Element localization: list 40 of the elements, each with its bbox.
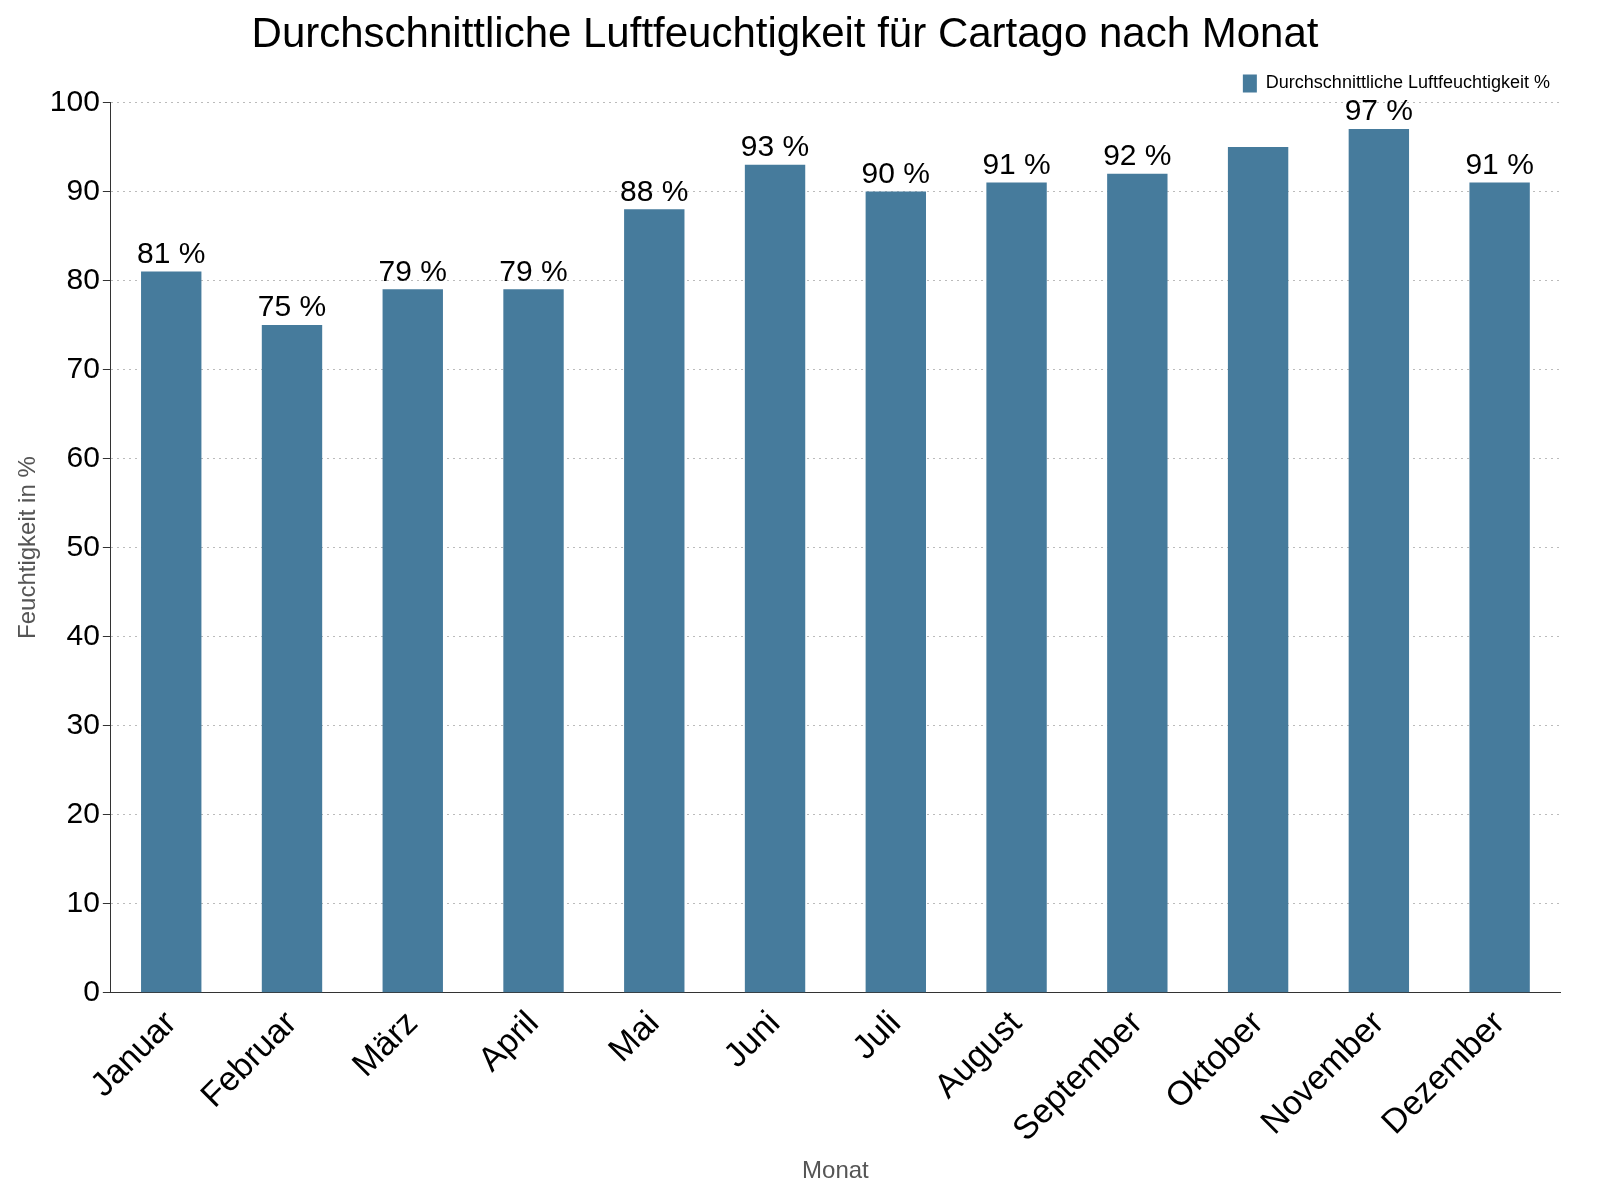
y-tick-label: 30 [66,706,100,740]
bar [1469,182,1530,993]
data-label: 92 % [1103,137,1172,171]
y-tick-label: 50 [66,528,100,562]
x-axis-title: Monat [802,1156,870,1184]
y-tick-label: 0 [83,974,100,1008]
y-tick-label: 10 [66,884,100,918]
data-label: 75 % [257,289,327,323]
data-label: 91 % [982,146,1051,180]
y-tick-label: 90 [66,172,100,206]
data-label: 97 % [1344,93,1414,127]
bar [261,324,323,993]
x-tick-label: Juli [844,1002,908,1066]
y-tick-label: 20 [66,795,100,829]
bar [1348,129,1410,993]
data-label: 81 % [137,235,206,269]
bar [744,164,806,993]
y-axis-title: Feuchtigkeit in % [13,456,41,639]
data-label: 79 % [378,253,447,287]
bar [865,191,926,993]
bar [503,289,564,993]
data-label: 79 % [499,253,568,287]
chart-title: Durchschnittliche Luftfeuchtigkeit für Cartago nach Monat [251,8,1319,56]
y-tick-label: 100 [49,83,100,117]
x-tick-label: Mai [600,1002,666,1069]
y-tick-label: 60 [66,439,100,473]
data-label: 90 % [861,155,930,189]
data-label: 91 % [1465,146,1534,180]
legend-label: Durchschnittliche Luftfeuchtigkeit % [1265,72,1551,93]
bar [1107,173,1168,993]
bar [141,271,202,993]
bar [382,289,443,993]
y-tick-label: 40 [66,617,100,651]
data-label: 93 % [740,128,810,162]
bar [986,182,1047,993]
y-tick-label: 70 [66,350,100,384]
data-label: 88 % [620,173,689,207]
bar [624,209,685,993]
y-tick-label: 80 [66,261,100,295]
bar [1227,146,1289,993]
